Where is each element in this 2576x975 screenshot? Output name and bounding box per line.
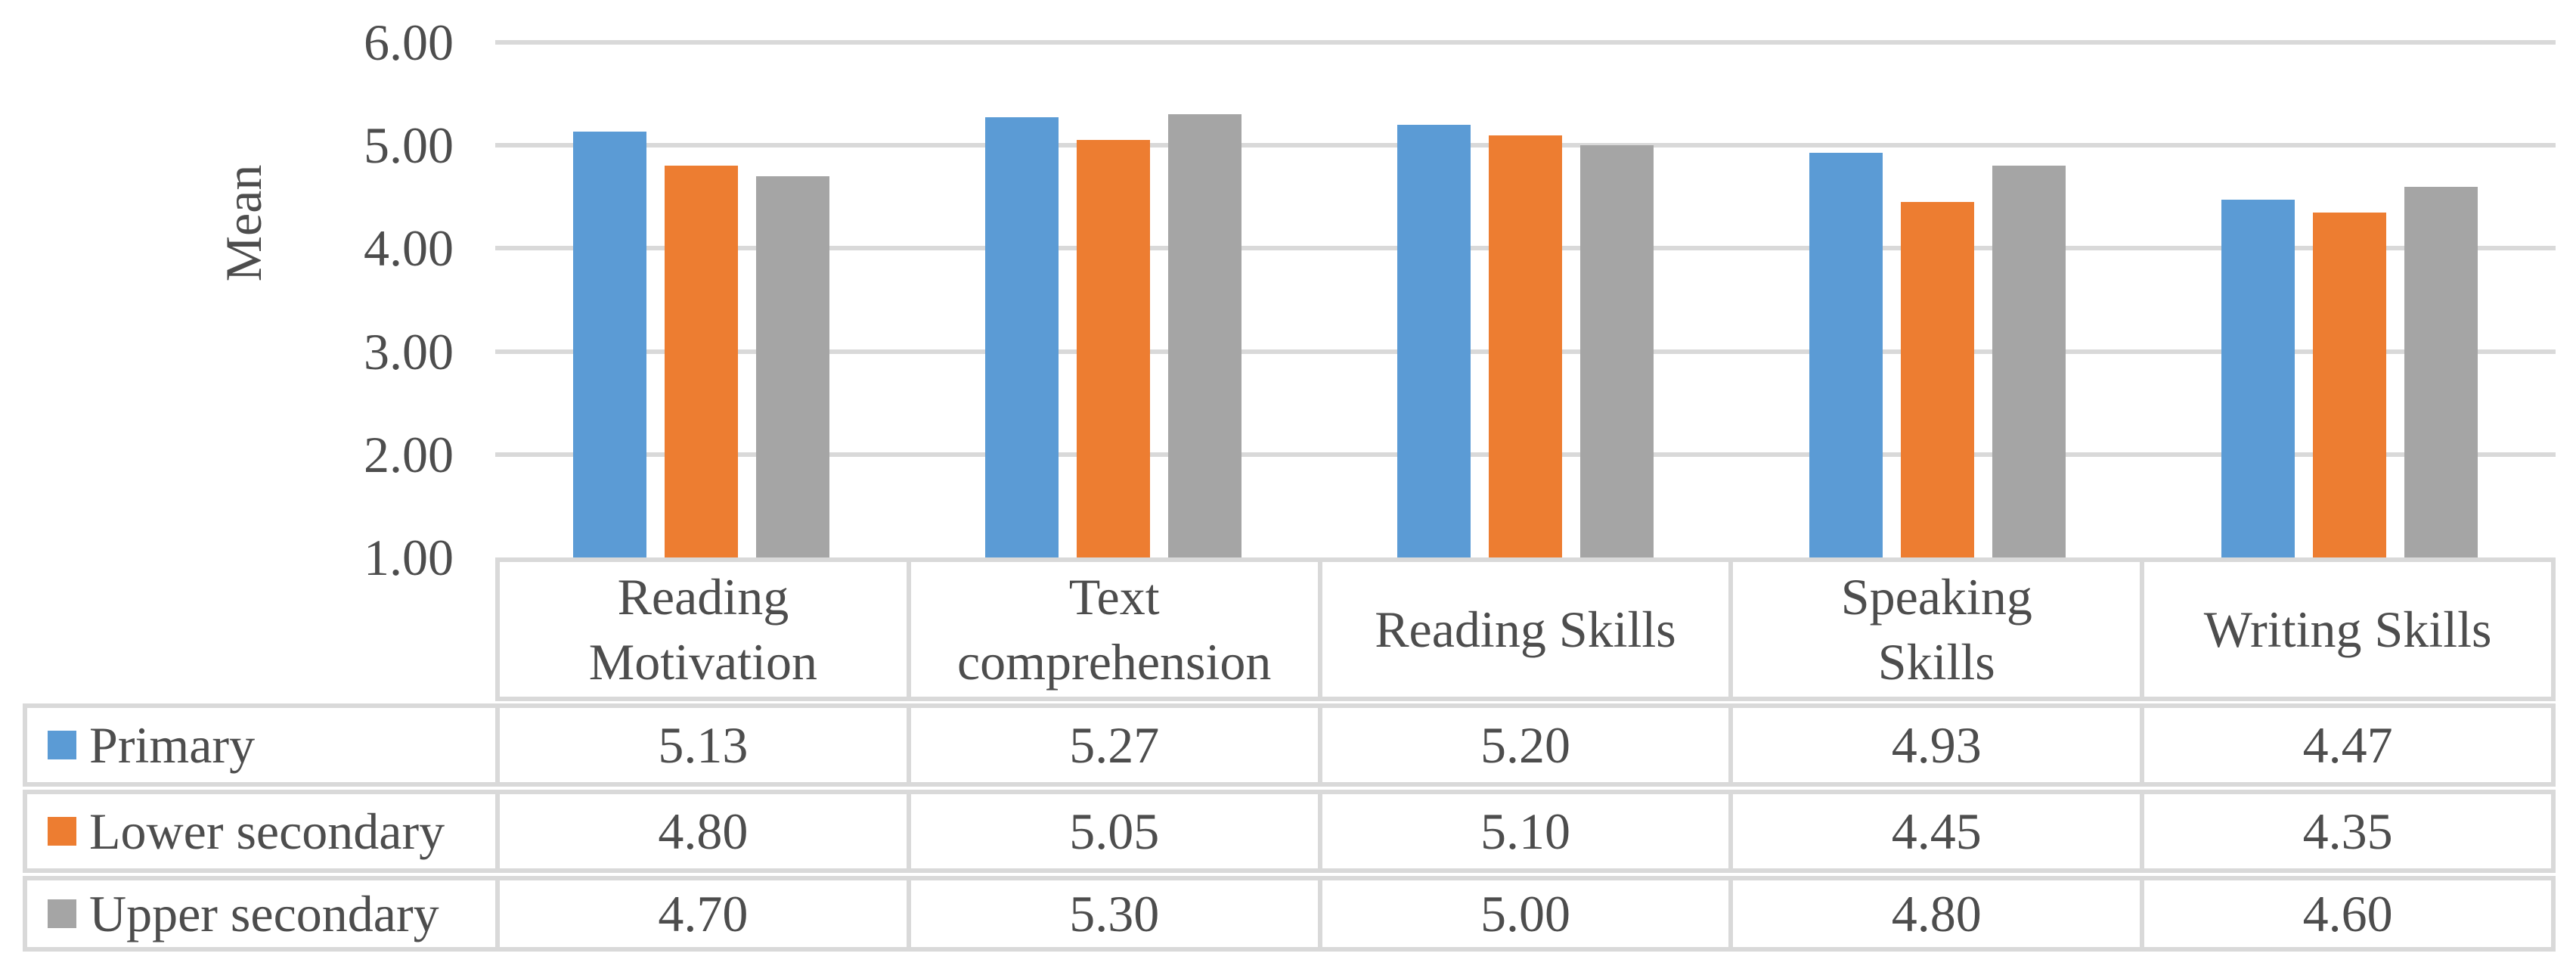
plot-area	[495, 0, 2556, 557]
table-row-primary: Primary 5.13 5.27 5.20 4.93 4.47	[23, 703, 2556, 787]
bar-lower-secondary-speaking-skills	[1901, 202, 1974, 557]
table-cell: 4.60	[2140, 880, 2551, 947]
bars-container	[495, 0, 2556, 557]
legend-swatch-upper-secondary	[48, 899, 76, 928]
table-cell: 5.00	[1317, 880, 1729, 947]
category-header-text-comprehension: Text comprehension	[906, 562, 1318, 697]
table-row-upper-secondary: Upper secondary 4.70 5.30 5.00 4.80 4.60	[23, 876, 2556, 952]
category-header-line: Text	[1068, 568, 1160, 626]
gridline	[495, 40, 2556, 45]
category-header-line: Reading	[617, 568, 789, 626]
bar-primary-writing-skills	[2221, 200, 2295, 557]
series-label: Upper secondary	[89, 884, 439, 942]
bar-primary-speaking-skills	[1809, 153, 1883, 557]
table-cell: 5.27	[906, 708, 1318, 782]
category-group-writing-skills	[2144, 0, 2556, 557]
table-cell: 5.30	[906, 880, 1318, 947]
category-header-writing-skills: Writing Skills	[2140, 562, 2551, 697]
row-header-primary: Primary	[27, 708, 495, 782]
bar-primary-text-comprehension	[985, 117, 1059, 557]
category-group-reading-skills	[1319, 0, 1731, 557]
legend-swatch-lower-secondary	[48, 817, 76, 846]
category-group-reading-motivation	[495, 0, 907, 557]
series-label: Primary	[89, 716, 256, 774]
bar-upper-secondary-reading-motivation	[756, 176, 829, 557]
bar-upper-secondary-writing-skills	[2404, 187, 2478, 557]
table-cell: 5.05	[906, 794, 1318, 868]
bar-lower-secondary-writing-skills	[2313, 213, 2386, 557]
category-header-line: Speaking	[1840, 568, 2032, 626]
table-cell: 4.80	[1728, 880, 2140, 947]
category-header-reading-motivation: Reading Motivation	[495, 562, 907, 697]
bar-primary-reading-skills	[1397, 125, 1471, 557]
table-cell: 5.13	[495, 708, 907, 782]
category-header-line: comprehension	[956, 633, 1272, 691]
category-group-speaking-skills	[1731, 0, 2144, 557]
table-cell: 4.70	[495, 880, 907, 947]
series-label: Lower secondary	[89, 802, 445, 860]
row-header-upper-secondary: Upper secondary	[27, 880, 495, 947]
y-tick-label: 1.00	[364, 529, 454, 586]
table-cell: 4.45	[1728, 794, 2140, 868]
category-header-row: Reading Motivation Text comprehension Read…	[495, 557, 2556, 701]
table-cell: 5.10	[1317, 794, 1729, 868]
bar-upper-secondary-reading-skills	[1580, 145, 1654, 557]
category-header-reading-skills: Reading Skills	[1317, 562, 1729, 697]
category-group-text-comprehension	[907, 0, 1319, 557]
category-header-speaking-skills: Speaking Skills	[1728, 562, 2140, 697]
table-cell: 5.20	[1317, 708, 1729, 782]
bar-upper-secondary-speaking-skills	[1992, 166, 2066, 557]
legend-swatch-primary	[48, 731, 76, 759]
bar-lower-secondary-reading-skills	[1489, 135, 1562, 557]
bar-upper-secondary-text-comprehension	[1168, 114, 1242, 557]
bar-lower-secondary-text-comprehension	[1077, 140, 1150, 557]
category-header-line: Writing Skills	[2203, 601, 2492, 658]
bar-primary-reading-motivation	[573, 132, 646, 557]
category-header-line: Skills	[1877, 633, 1995, 691]
y-tick-label: 2.00	[364, 426, 454, 483]
table-cell: 4.93	[1728, 708, 2140, 782]
category-header-line: Motivation	[588, 633, 817, 691]
category-header-line: Reading Skills	[1375, 601, 1676, 658]
y-tick-label: 5.00	[364, 116, 454, 174]
table-row-lower-secondary: Lower secondary 4.80 5.05 5.10 4.45 4.35	[23, 790, 2556, 873]
y-tick-label: 4.00	[364, 219, 454, 277]
bar-lower-secondary-reading-motivation	[665, 166, 738, 557]
y-tick-label: 6.00	[364, 14, 454, 71]
table-cell: 4.47	[2140, 708, 2551, 782]
table-cell: 4.35	[2140, 794, 2551, 868]
row-header-lower-secondary: Lower secondary	[27, 794, 495, 868]
y-tick-label: 3.00	[364, 323, 454, 380]
table-cell: 4.80	[495, 794, 907, 868]
